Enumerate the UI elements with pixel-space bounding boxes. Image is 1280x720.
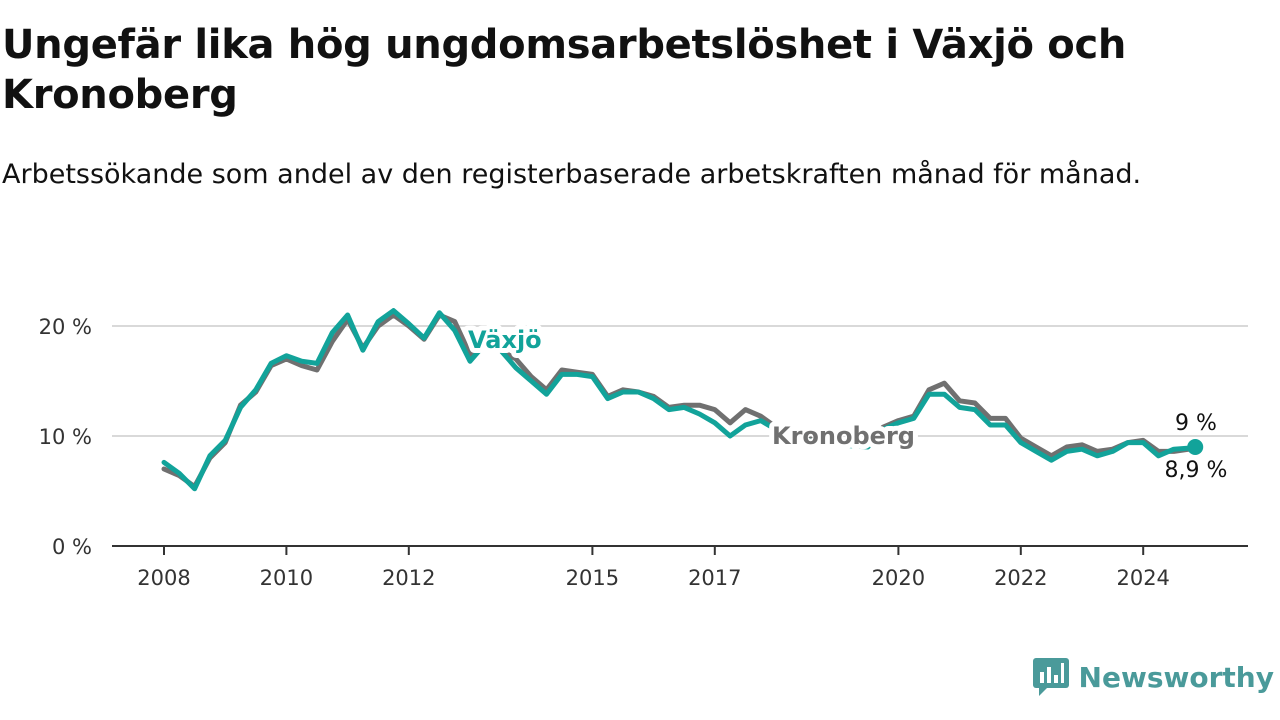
x-tick-label: 2008: [137, 566, 190, 590]
series-line-kronoberg: [161, 312, 1198, 490]
y-tick-label: 10 %: [39, 425, 92, 449]
x-tick-label: 2010: [260, 566, 313, 590]
y-tick-label: 20 %: [39, 315, 92, 339]
x-tick-label: 2022: [994, 566, 1047, 590]
end-label-kronoberg: 8,9 %: [1165, 458, 1228, 483]
x-tick-label: 2017: [688, 566, 741, 590]
y-tick-label: 0 %: [52, 535, 92, 559]
x-tick-label: 2012: [382, 566, 435, 590]
label-kronoberg: Kronoberg: [772, 422, 915, 450]
label-vaxjo-halo: Växjö: [468, 326, 542, 354]
chart-subtitle: Arbetssökande som andel av den registerb…: [2, 159, 1142, 190]
newsworthy-logo-icon: [1032, 658, 1069, 696]
label-kronoberg-halo: Kronoberg: [772, 422, 915, 450]
x-tick-label: 2020: [872, 566, 925, 590]
x-tick-label: 2024: [1116, 566, 1169, 590]
end-label-vaxjo: 9 %: [1175, 411, 1217, 436]
endpoint-dot-vaxjo: [1187, 439, 1204, 455]
chart-title: Ungefär lika hög ungdomsarbetslöshet i V…: [2, 22, 1127, 118]
series-line-vxj: [161, 308, 1198, 492]
brand-name: Newsworthy: [1078, 660, 1274, 694]
newsworthy-logo: Newsworthy: [1032, 658, 1274, 696]
label-vaxjo: Växjö: [468, 326, 542, 354]
x-tick-label: 2015: [566, 566, 619, 590]
